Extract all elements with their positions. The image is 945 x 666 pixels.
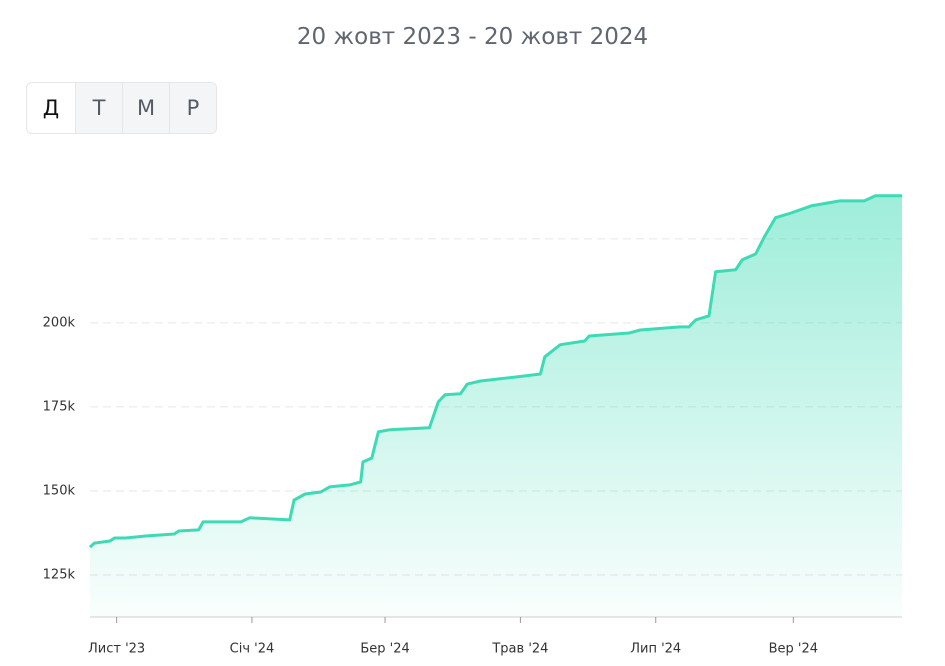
period-selector: Д Т М Р (26, 82, 217, 134)
x-tick-label: Трав '24 (491, 642, 548, 657)
period-button[interactable]: Д (27, 83, 75, 133)
y-tick-label: 200k (43, 315, 76, 330)
x-tick-label: Лист '23 (88, 642, 145, 657)
x-tick-label: Бер '24 (360, 642, 409, 657)
x-tick-label: Лип '24 (630, 642, 681, 657)
period-button[interactable]: Т (75, 83, 122, 133)
x-tick-label: Січ '24 (230, 642, 275, 657)
y-tick-label: 150k (43, 483, 76, 498)
period-button[interactable]: М (122, 83, 169, 133)
line (88, 194, 902, 549)
x-tick-label: Вер '24 (769, 642, 818, 657)
area (90, 195, 902, 618)
y-tick-label: 125k (43, 567, 76, 582)
chart-title: 20 жовт 2023 - 20 жовт 2024 (296, 24, 649, 50)
period-button[interactable]: Р (169, 83, 216, 133)
y-tick-label: 175k (43, 399, 76, 414)
